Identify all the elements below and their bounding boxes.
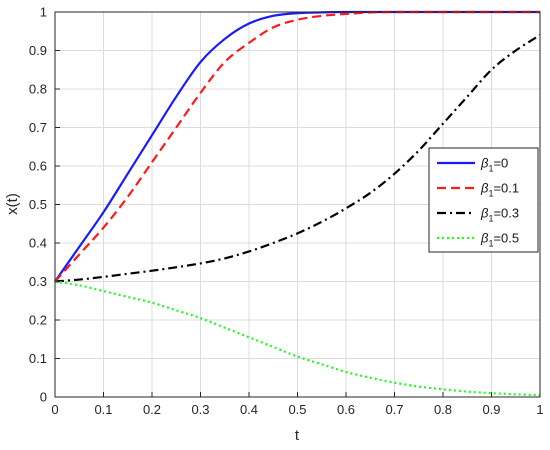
legend-subscript: 1 xyxy=(488,189,493,199)
y-tick-label: 0.3 xyxy=(29,274,47,289)
y-tick-label: 0.6 xyxy=(29,159,47,174)
legend-subscript: 1 xyxy=(488,164,493,174)
x-tick-label: 0.4 xyxy=(240,402,258,417)
legend-subscript: 1 xyxy=(488,214,493,224)
legend-symbol: β xyxy=(480,231,489,246)
y-tick-label: 0 xyxy=(40,390,47,405)
y-tick-label: 0.4 xyxy=(29,236,47,251)
x-tick-label: 0.6 xyxy=(337,402,355,417)
legend-value: =0.1 xyxy=(493,181,519,196)
x-tick-label: 0.2 xyxy=(143,402,161,417)
y-tick-label: 0.8 xyxy=(29,82,47,97)
legend-symbol: β xyxy=(480,156,489,171)
series-line-3 xyxy=(54,280,541,397)
x-axis-ticks: 0 0.1 0.2 0.3 0.4 0.5 0.6 0.7 0.8 0.9 1 xyxy=(51,392,544,417)
x-tick-label: 1 xyxy=(536,402,543,417)
legend-symbol: β xyxy=(480,206,489,221)
legend-entry-label: β1=0.1 xyxy=(480,181,519,199)
legend-subscript: 1 xyxy=(488,239,493,249)
legend: β1=0β1=0.1β1=0.3β1=0.5 xyxy=(428,147,539,253)
x-tick-label: 0.7 xyxy=(385,402,403,417)
legend-symbol: β xyxy=(480,181,489,196)
legend-value: =0.3 xyxy=(493,206,519,221)
legend-value: =0 xyxy=(493,156,508,171)
x-tick-label: 0.9 xyxy=(482,402,500,417)
y-tick-label: 0.5 xyxy=(29,197,47,212)
x-tick-label: 0 xyxy=(51,402,58,417)
y-axis-label: x(t) xyxy=(4,193,21,215)
legend-value: =0.5 xyxy=(493,231,519,246)
y-axis-ticks: 0 0.1 0.2 0.3 0.4 0.5 0.6 0.7 0.8 0.9 1 xyxy=(29,5,60,405)
x-tick-label: 0.8 xyxy=(434,402,452,417)
legend-entry-label: β1=0 xyxy=(480,156,508,174)
y-tick-label: 0.2 xyxy=(29,313,47,328)
y-tick-label: 0.9 xyxy=(29,43,47,58)
x-tick-label: 0.1 xyxy=(94,402,112,417)
legend-entry-label: β1=0.5 xyxy=(480,231,519,249)
y-tick-label: 1 xyxy=(40,5,47,20)
x-tick-label: 0.3 xyxy=(191,402,209,417)
legend-box xyxy=(428,147,539,253)
y-tick-label: 0.7 xyxy=(29,120,47,135)
x-axis-label: t xyxy=(295,427,300,444)
legend-entry-label: β1=0.3 xyxy=(480,206,519,224)
series-line-2 xyxy=(54,34,541,283)
x-tick-label: 0.5 xyxy=(288,402,306,417)
y-tick-label: 0.1 xyxy=(29,351,47,366)
